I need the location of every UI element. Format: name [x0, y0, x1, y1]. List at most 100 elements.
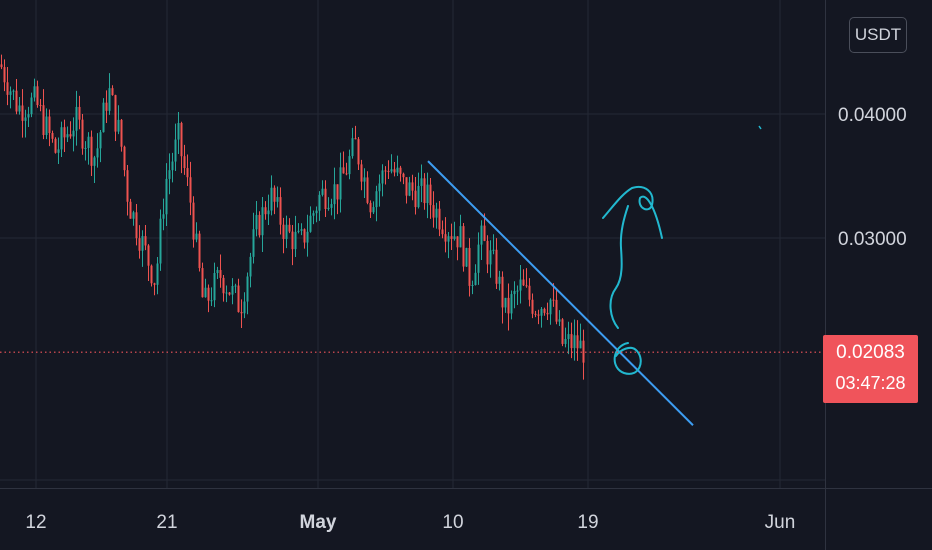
candle-body: [420, 178, 423, 186]
candle-body: [246, 276, 249, 302]
candle-body: [180, 123, 183, 157]
candle-body: [411, 182, 414, 191]
arrow-stem: [609, 205, 629, 329]
candle-body: [24, 117, 27, 121]
candle-body: [273, 187, 276, 202]
candle-body: [234, 285, 237, 287]
candle-body: [432, 205, 435, 218]
candle-body: [207, 287, 210, 301]
candle-body: [312, 213, 315, 216]
candle-body: [534, 313, 537, 315]
candle-body: [162, 214, 165, 219]
candle-body: [183, 156, 186, 169]
candle-body: [540, 308, 543, 316]
candle-body: [435, 208, 438, 218]
candle-body: [66, 134, 69, 138]
candle-body: [144, 236, 147, 246]
candle-body: [150, 265, 153, 284]
candle-body: [537, 314, 540, 316]
candle-body: [531, 299, 534, 314]
candle-body: [30, 97, 33, 115]
candle-body: [303, 229, 306, 243]
candle-body: [387, 170, 390, 172]
candle-body: [513, 290, 516, 295]
candle-body: [441, 229, 444, 235]
y-tick-label: 0.03000: [838, 229, 907, 250]
candle-body: [159, 218, 162, 264]
candle-body: [381, 170, 384, 184]
candle-body: [288, 224, 291, 232]
candle-body: [156, 263, 159, 285]
candle-body: [3, 67, 6, 83]
candle-body: [450, 236, 453, 239]
candle-body: [579, 340, 582, 349]
candle-body: [216, 270, 219, 273]
x-tick-label: May: [300, 512, 337, 533]
candle-body: [384, 170, 387, 172]
candle-body: [189, 177, 192, 203]
candle-body: [318, 194, 321, 211]
candle-body: [576, 335, 579, 349]
candle-body: [546, 312, 549, 315]
candle-body: [327, 207, 330, 209]
candle-body: [18, 105, 21, 112]
candle-body: [225, 292, 228, 294]
candle-body: [84, 147, 87, 149]
candle-body: [363, 177, 366, 182]
candle-body: [462, 226, 465, 267]
y-tick-label: 0.04000: [838, 105, 907, 126]
candle-body: [552, 299, 555, 301]
currency-selector-button[interactable]: USDT: [849, 17, 907, 53]
candle-body: [369, 202, 372, 213]
current-price-badge: 0.02083 03:47:28: [823, 335, 918, 403]
candle-body: [213, 272, 216, 301]
candle-body: [99, 132, 102, 149]
candle-body: [282, 224, 285, 239]
candle-body: [168, 170, 171, 179]
candle-body: [270, 187, 273, 211]
candle-body: [165, 178, 168, 215]
candle-body: [45, 116, 48, 135]
candle-body: [438, 208, 441, 230]
candle-body: [192, 202, 195, 240]
candle-body: [498, 276, 501, 284]
candle-body: [423, 178, 426, 204]
candle-body: [87, 136, 90, 148]
x-tick-label: Jun: [765, 512, 796, 533]
candle-body: [237, 285, 240, 313]
candle-body: [258, 214, 261, 236]
candle-body: [408, 182, 411, 196]
candle-body: [372, 207, 375, 213]
candle-body: [48, 116, 51, 134]
candle-body: [129, 201, 132, 219]
candle-body: [414, 190, 417, 208]
grid-lines: [0, 0, 825, 488]
candle-body: [63, 127, 66, 138]
candle-body: [198, 233, 201, 269]
candle-countdown: 03:47:28: [835, 373, 906, 393]
candle-body: [27, 114, 30, 118]
candle-body: [195, 233, 198, 240]
candle-body: [0, 64, 3, 68]
candle-body: [492, 249, 495, 251]
candle-body: [393, 169, 396, 173]
candle-body: [405, 177, 408, 196]
candle-body: [516, 290, 519, 292]
candle-body: [402, 173, 405, 178]
candle-body: [324, 188, 327, 209]
candle-body: [219, 270, 222, 278]
candle-body: [480, 225, 483, 245]
candle-body: [285, 224, 288, 239]
candle-body: [483, 225, 486, 241]
candle-body: [570, 334, 573, 349]
candle-body: [51, 133, 54, 139]
candle-body: [177, 123, 180, 140]
candle-body: [465, 247, 468, 267]
candle-body: [567, 334, 570, 339]
candle-body: [477, 244, 480, 273]
candle-body: [507, 297, 510, 314]
candlestick-series: [0, 54, 585, 380]
candle-body: [81, 119, 84, 149]
candle-body: [333, 184, 336, 205]
